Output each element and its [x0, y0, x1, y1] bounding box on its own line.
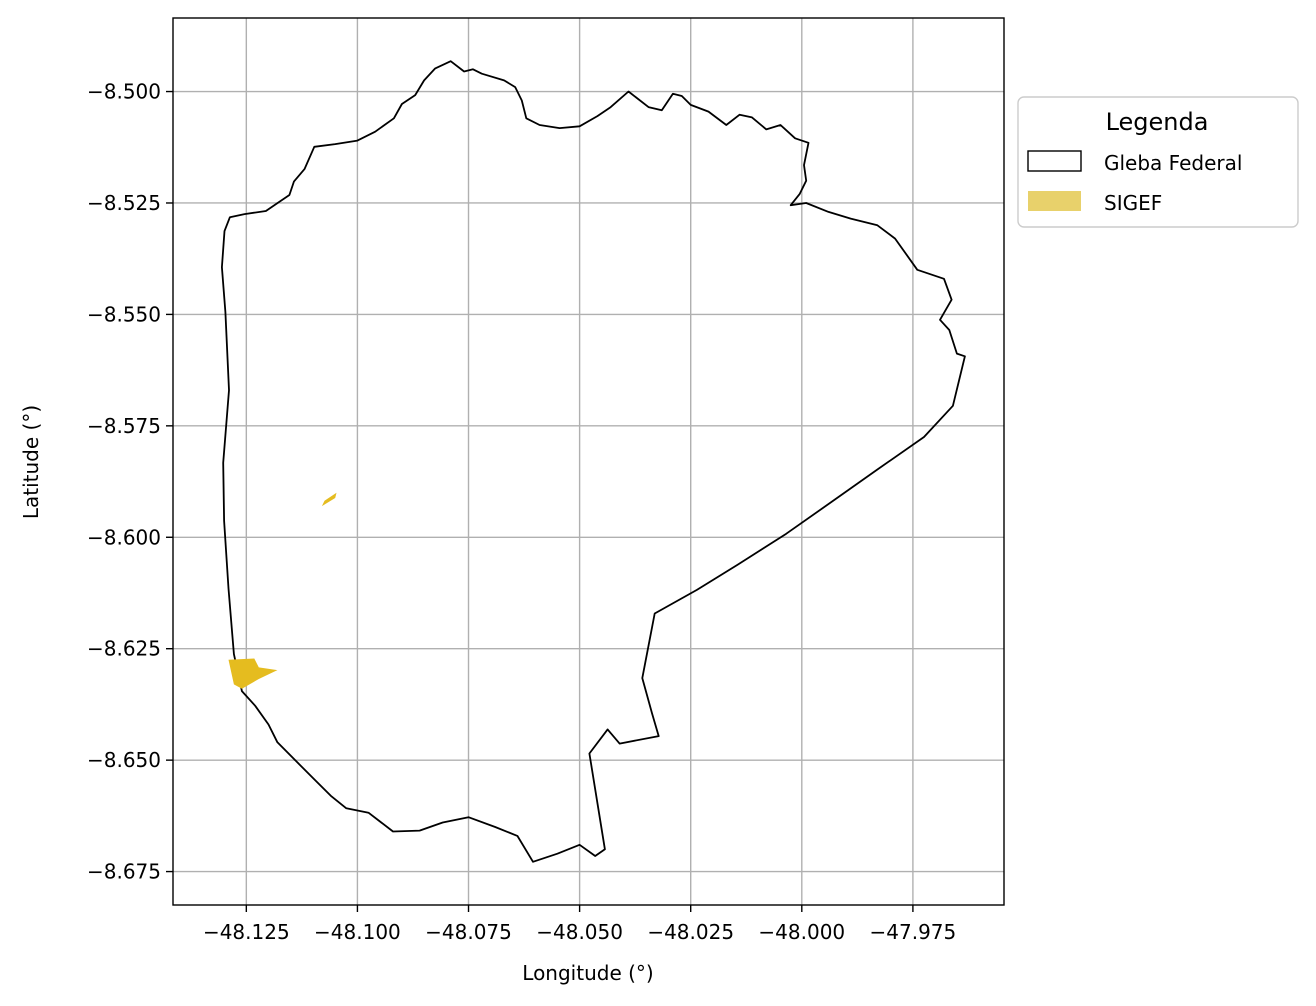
- y-tick-label: −8.575: [87, 414, 161, 438]
- legend-swatch-gleba-federal: [1027, 150, 1082, 172]
- gleba-federal-polygon: [220, 60, 966, 863]
- y-tick-label: −8.500: [87, 80, 161, 104]
- y-tick-label: −8.675: [87, 860, 161, 884]
- sigef-polygon: [321, 492, 337, 507]
- legend-label-gleba-federal: Gleba Federal: [1104, 151, 1242, 175]
- x-axis-label: Longitude (°): [522, 961, 653, 985]
- x-tick-label: −47.975: [870, 920, 957, 944]
- y-tick-label: −8.600: [87, 525, 161, 549]
- x-tick-label: −48.125: [203, 920, 290, 944]
- x-tick-label: −48.050: [536, 920, 623, 944]
- map-layers: [220, 60, 966, 863]
- x-tick-label: −48.075: [425, 920, 512, 944]
- legend-box: [1017, 96, 1299, 228]
- axis-ticks: −48.125 −48.100 −48.075 −48.050 −48.025 −48.0…: [87, 80, 956, 944]
- x-tick-label: −48.000: [758, 920, 845, 944]
- x-tick-label: −48.025: [647, 920, 734, 944]
- y-tick-label: −8.550: [87, 302, 161, 326]
- grid-lines: [173, 18, 1004, 905]
- legend: Legenda Gleba Federal SIGEF: [1017, 96, 1299, 228]
- y-tick-label: −8.525: [87, 191, 161, 215]
- sigef-polygon: [228, 658, 278, 689]
- legend-label-sigef: SIGEF: [1104, 191, 1162, 215]
- plot-frame: [172, 17, 1005, 906]
- y-tick-label: −8.650: [87, 748, 161, 772]
- y-tick-label: −8.625: [87, 637, 161, 661]
- y-axis-label: Latitude (°): [19, 405, 43, 519]
- legend-swatch-sigef: [1028, 191, 1081, 211]
- x-tick-label: −48.100: [314, 920, 401, 944]
- legend-title: Legenda: [1106, 108, 1209, 136]
